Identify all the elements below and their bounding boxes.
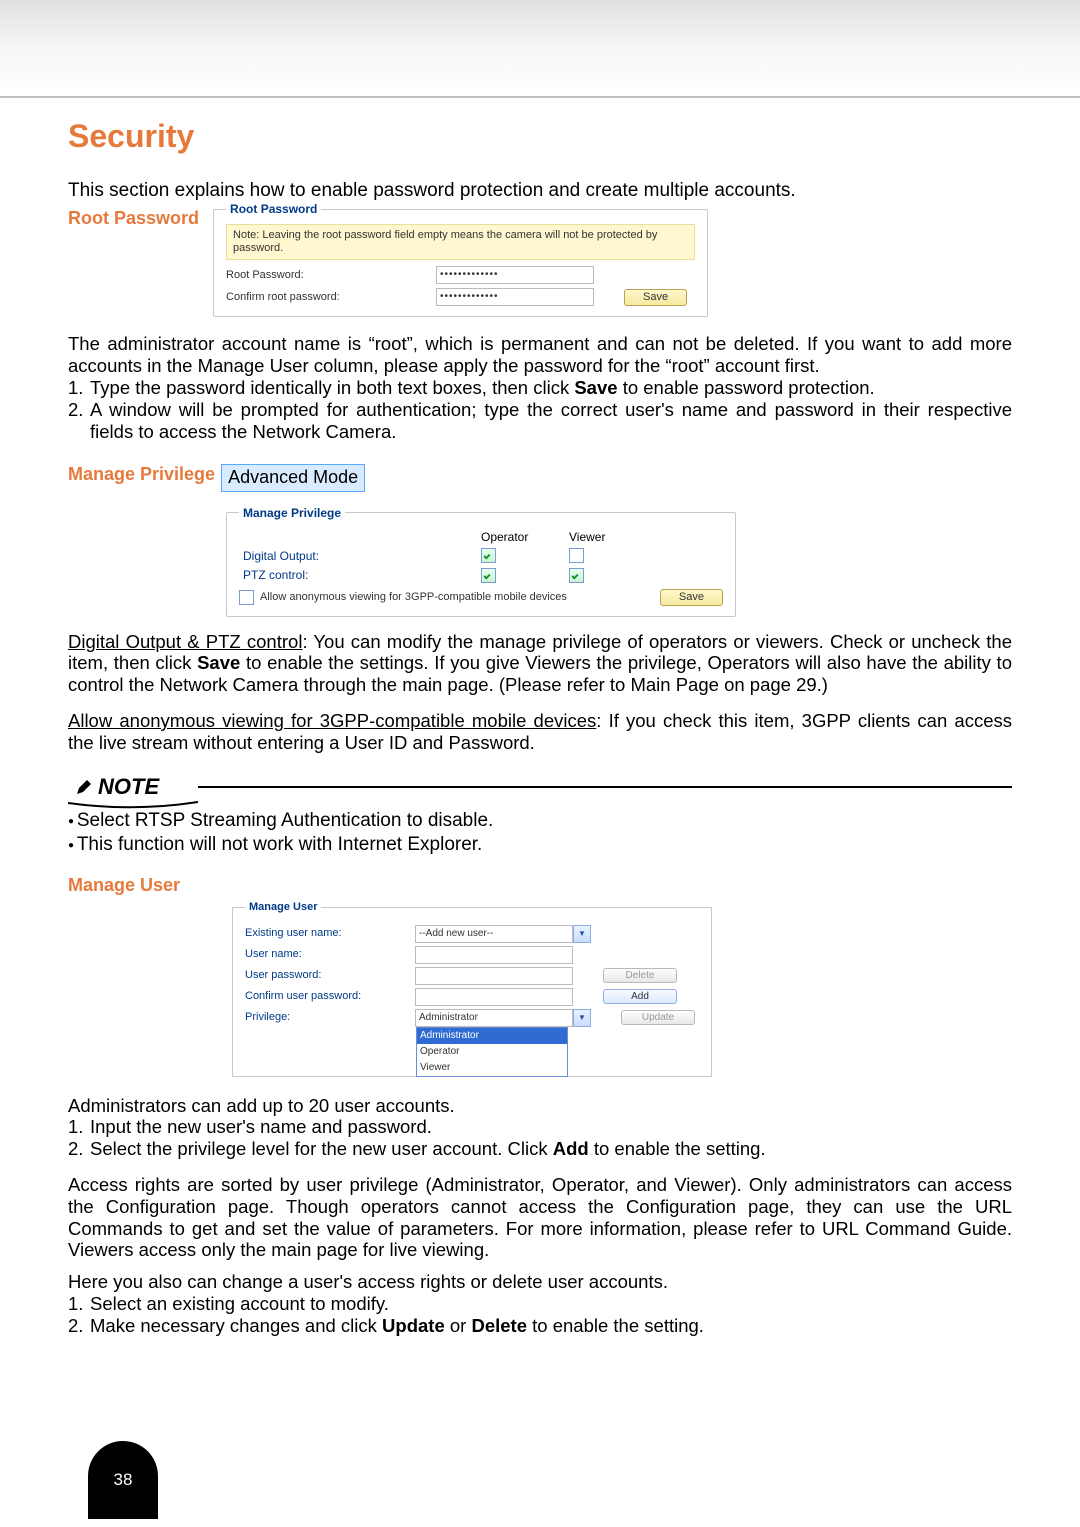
user-name-input[interactable] bbox=[415, 946, 573, 964]
manage-user-heading: Manage User bbox=[68, 875, 180, 895]
advanced-mode-badge: Advanced Mode bbox=[221, 464, 365, 491]
user-password-input[interactable] bbox=[415, 967, 573, 985]
note-block: NOTE bbox=[68, 774, 1012, 802]
header-gradient bbox=[0, 0, 1080, 90]
chevron-down-icon: ▼ bbox=[573, 1009, 591, 1027]
note-list: Select RTSP Streaming Authentication to … bbox=[68, 810, 1012, 857]
user-name-label: User name: bbox=[245, 948, 415, 961]
manage-user-panel: Manage User Existing user name: --Add ne… bbox=[232, 901, 712, 1077]
privilege-dropdown[interactable]: Administrator Operator Viewer bbox=[416, 1027, 568, 1077]
mu-bstep-2: 2. Make necessary changes and click Upda… bbox=[68, 1315, 1012, 1337]
section-title: Security bbox=[68, 118, 1012, 156]
update-user-button[interactable]: Update bbox=[621, 1010, 695, 1026]
digital-viewer-checkbox[interactable] bbox=[569, 548, 584, 563]
manage-privilege-heading: Manage Privilege bbox=[68, 464, 215, 485]
root-password-input[interactable]: ••••••••••••• bbox=[436, 266, 594, 284]
ptz-operator-checkbox[interactable] bbox=[481, 568, 496, 583]
privilege-label: Privilege: bbox=[245, 1011, 415, 1024]
delete-user-button[interactable]: Delete bbox=[603, 968, 677, 984]
privilege-option-admin[interactable]: Administrator bbox=[417, 1028, 567, 1044]
manage-privilege-save-button[interactable]: Save bbox=[660, 589, 723, 606]
root-password-para: The administrator account name is “root”… bbox=[68, 333, 1012, 377]
mu-para-mid: Access rights are sorted by user privile… bbox=[68, 1174, 1012, 1261]
confirm-user-password-input[interactable] bbox=[415, 988, 573, 1006]
note-label: NOTE bbox=[98, 774, 159, 800]
privilege-option-operator[interactable]: Operator bbox=[417, 1044, 567, 1060]
existing-user-select[interactable]: --Add new user-- ▼ bbox=[415, 925, 591, 943]
anon-viewing-label: Allow anonymous viewing for 3GPP-compati… bbox=[260, 591, 567, 604]
manage-privilege-legend: Manage Privilege bbox=[239, 506, 345, 520]
manage-user-legend: Manage User bbox=[245, 901, 321, 914]
root-password-label: Root Password: bbox=[226, 269, 436, 282]
col-viewer: Viewer bbox=[565, 528, 699, 546]
privilege-select[interactable]: Administrator Administrator Operator Vie… bbox=[415, 1009, 591, 1027]
row-ptz-label: PTZ control: bbox=[239, 565, 477, 584]
privilege-option-viewer[interactable]: Viewer bbox=[417, 1060, 567, 1076]
col-operator: Operator bbox=[477, 528, 565, 546]
root-password-panel: Root Password Note: Leaving the root pas… bbox=[213, 202, 708, 317]
mu-para-top: Administrators can add up to 20 user acc… bbox=[68, 1095, 1012, 1117]
pen-icon bbox=[74, 777, 94, 797]
ptz-viewer-checkbox[interactable] bbox=[569, 568, 584, 583]
mu-step-2: 2. Select the privilege level for the ne… bbox=[68, 1138, 1012, 1160]
confirm-user-password-label: Confirm user password: bbox=[245, 990, 415, 1003]
digital-operator-checkbox[interactable] bbox=[481, 548, 496, 563]
root-password-save-button[interactable]: Save bbox=[624, 289, 687, 306]
anon-viewing-checkbox[interactable] bbox=[239, 590, 254, 605]
mu-bstep-1: 1. Select an existing account to modify. bbox=[68, 1293, 1012, 1315]
manage-privilege-panel: Manage Privilege Operator Viewer Digital… bbox=[226, 506, 736, 617]
root-password-legend: Root Password bbox=[226, 202, 321, 216]
mp-para-2: Allow anonymous viewing for 3GPP-compati… bbox=[68, 710, 1012, 754]
page-number: 38 bbox=[88, 1441, 158, 1519]
root-password-note: Note: Leaving the root password field em… bbox=[226, 224, 695, 260]
confirm-root-password-input[interactable]: ••••••••••••• bbox=[436, 288, 594, 306]
rp-step-1: 1. Type the password identically in both… bbox=[68, 377, 1012, 399]
root-password-heading: Root Password bbox=[68, 208, 199, 229]
intro-text: This section explains how to enable pass… bbox=[68, 180, 1012, 202]
header-divider bbox=[0, 96, 1080, 98]
mp-para-1: Digital Output & PTZ control: You can mo… bbox=[68, 631, 1012, 696]
mu-step-1: 1. Input the new user's name and passwor… bbox=[68, 1116, 1012, 1138]
chevron-down-icon: ▼ bbox=[573, 925, 591, 943]
note-item-1: Select RTSP Streaming Authentication to … bbox=[68, 810, 1012, 832]
user-password-label: User password: bbox=[245, 969, 415, 982]
row-digital-output-label: Digital Output: bbox=[239, 546, 477, 565]
add-user-button[interactable]: Add bbox=[603, 989, 677, 1005]
confirm-root-password-label: Confirm root password: bbox=[226, 291, 436, 304]
mu-para-here: Here you also can change a user's access… bbox=[68, 1271, 1012, 1293]
rp-step-2: 2. A window will be prompted for authent… bbox=[68, 399, 1012, 443]
note-item-2: This function will not work with Interne… bbox=[68, 834, 1012, 856]
existing-user-label: Existing user name: bbox=[245, 927, 415, 940]
